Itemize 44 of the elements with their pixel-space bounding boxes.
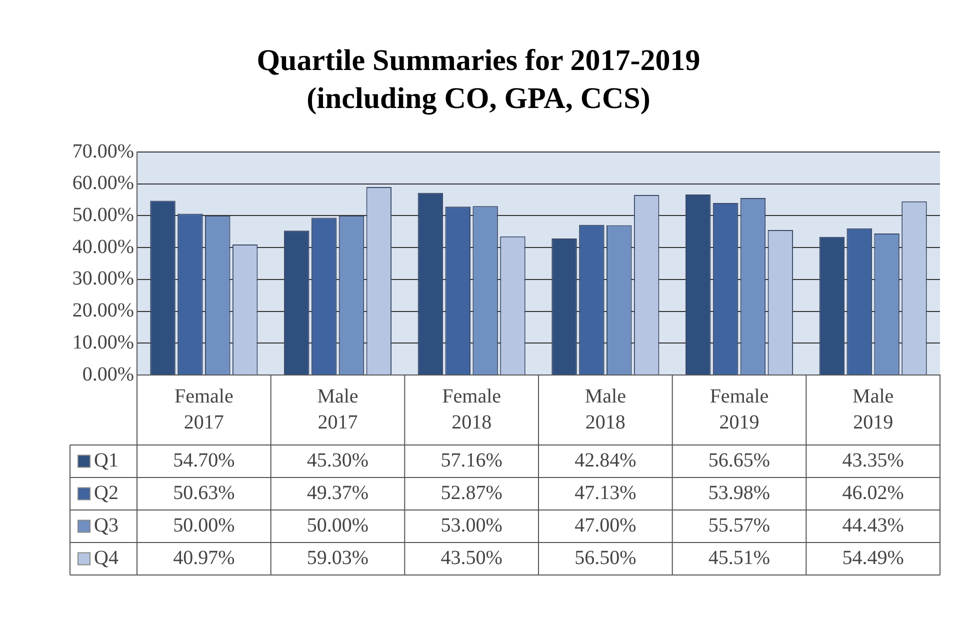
data-label: 47.00% bbox=[574, 514, 636, 536]
data-label: 53.00% bbox=[440, 514, 502, 536]
y-tick-label: 10.00% bbox=[72, 331, 134, 354]
data-label: 42.84% bbox=[574, 450, 636, 472]
x-tick-label: Male 2019 bbox=[852, 385, 894, 434]
data-label: 47.13% bbox=[574, 482, 636, 504]
data-label: 50.63% bbox=[173, 482, 235, 504]
data-label: 57.16% bbox=[440, 450, 502, 472]
data-label: 45.30% bbox=[306, 450, 369, 472]
data-label: 59.03% bbox=[306, 547, 369, 569]
legend-label: Q2 bbox=[94, 482, 118, 504]
legend-label: Q1 bbox=[94, 450, 118, 472]
data-label: 54.70% bbox=[173, 450, 235, 472]
data-label: 40.97% bbox=[173, 547, 235, 569]
y-tick-label: 20.00% bbox=[72, 300, 134, 322]
legend-label: Q4 bbox=[94, 547, 118, 569]
data-label: 45.51% bbox=[708, 547, 770, 569]
x-tick-label: Female 2019 bbox=[710, 385, 769, 434]
data-label: 55.57% bbox=[708, 514, 770, 536]
data-label: 56.50% bbox=[574, 547, 636, 569]
data-label: 49.37% bbox=[306, 482, 369, 504]
legend-label: Q3 bbox=[94, 514, 118, 536]
data-label: 56.65% bbox=[708, 450, 770, 472]
data-label: 53.98% bbox=[708, 482, 770, 504]
data-label: 44.43% bbox=[842, 514, 904, 536]
x-tick-label: Male 2018 bbox=[584, 385, 626, 434]
data-label: 43.35% bbox=[842, 450, 904, 472]
y-tick-label: 40.00% bbox=[72, 236, 134, 258]
data-label: 54.49% bbox=[842, 547, 904, 569]
chart-subtitle: (including CO, GPA, CCS) bbox=[306, 82, 650, 115]
data-label: 50.00% bbox=[173, 514, 235, 536]
y-tick-label: 50.00% bbox=[72, 204, 134, 226]
y-tick-label: 30.00% bbox=[72, 268, 134, 290]
x-tick-label: Female 2017 bbox=[174, 385, 234, 434]
data-label: 50.00% bbox=[306, 514, 369, 536]
data-label: 43.50% bbox=[440, 547, 502, 569]
y-tick-label: 70.00% bbox=[72, 140, 134, 162]
data-label: 46.02% bbox=[842, 482, 904, 504]
y-tick-label: 60.00% bbox=[72, 172, 134, 194]
x-tick-label: Male 2017 bbox=[317, 385, 358, 434]
data-label: 52.87% bbox=[440, 482, 502, 504]
chart-title: Quartile Summaries for 2017-2019 bbox=[256, 44, 700, 77]
x-tick-label: Female 2018 bbox=[442, 385, 502, 434]
y-tick-label: 0.00% bbox=[82, 363, 134, 386]
